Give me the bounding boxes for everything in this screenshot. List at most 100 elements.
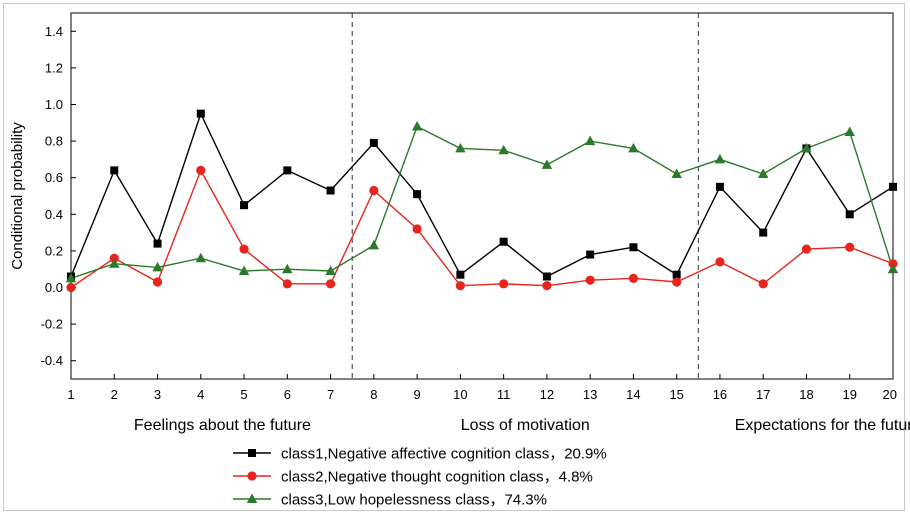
series-2-point [801,244,812,254]
series-2-point [152,277,163,287]
series-1-point [672,270,681,279]
series-1-point [629,243,638,252]
series-1-point [240,201,249,210]
series-2-point [325,279,336,289]
series-1-point [369,138,378,147]
series-2-point [499,279,509,289]
y-tick-label: -0.4 [41,353,63,368]
series-3-point [238,265,250,276]
series-1-point [542,272,551,281]
x-tick-label: 7 [327,387,334,402]
series-2-point [66,282,76,293]
y-tick-label: -0.2 [41,317,63,332]
series-2-point [672,277,682,287]
series-2-point [542,281,552,291]
series-2-point [239,244,249,254]
x-tick-label: 14 [626,387,640,402]
series-2-point [715,257,725,267]
series-1-point [845,210,854,219]
series-3-point [65,272,77,283]
series-1-point [153,239,162,248]
series-2-point [758,279,768,289]
legend-entry-3: class3,Low hopelessness class，74.3% [281,492,547,509]
series-3-point [325,265,336,276]
legend-marker-3 [246,493,258,503]
y-tick-label: 0.8 [45,134,63,149]
x-tick-label: 12 [540,387,554,402]
series-2-point [845,242,855,252]
series-2-point [282,279,292,289]
x-tick-label: 19 [843,387,857,402]
y-tick-label: 0.6 [45,170,63,185]
x-tick-label: 17 [756,387,770,402]
series-3-point [368,239,380,250]
y-tick-label: 0.2 [45,243,63,258]
chart-frame [3,3,905,511]
series-3-point [584,135,596,146]
series-3-point [455,142,466,153]
series-3-point [282,263,293,274]
series-1-point [759,228,768,237]
x-tick-label: 5 [240,387,247,402]
legend-marker-2 [247,471,257,481]
x-tick-label: 9 [413,387,420,402]
series-1-line [70,111,894,278]
series-2-point [196,165,206,175]
series-1-point [326,186,335,195]
series-1-point [715,182,724,191]
group-label: Expectations for the future [735,417,910,434]
x-tick-label: 15 [669,387,683,402]
x-tick-label: 8 [370,387,377,402]
legend-marker-1 [248,449,256,457]
legend-entry-1: class1,Negative affective cognition clas… [281,446,607,463]
y-tick-label: 1.2 [45,60,63,75]
series-3-point [758,168,769,179]
series-2-point [369,185,379,196]
x-tick-label: 4 [197,387,204,402]
series-3-point [801,142,812,153]
x-tick-label: 20 [883,387,897,402]
series-3-point [541,159,553,169]
x-tick-label: 3 [154,387,161,402]
series-3-point [887,263,899,274]
series-3-point [195,252,206,263]
series-1-point [889,182,897,191]
series-1-point [413,190,422,199]
series-2-point [585,275,595,285]
x-tick-label: 2 [111,387,118,402]
x-tick-label: 13 [583,387,597,402]
series-3-point [844,126,855,136]
legend-entry-2: class2,Negative thought cognition class，… [281,469,593,486]
series-3-point [152,261,163,272]
series-1-point [586,250,595,259]
series-3-point [628,142,639,153]
series-1-point [110,166,119,175]
y-tick-label: 1.0 [45,97,63,112]
x-tick-label: 16 [713,387,727,402]
series-3-point [109,258,120,268]
series-2-point [412,224,422,234]
series-2-point [628,273,639,283]
y-axis-label: Conditional probability [9,122,26,270]
group-label: Feelings about the future [134,417,311,434]
series-1-point [283,166,292,175]
x-tick-label: 1 [67,387,74,402]
series-2-line [70,168,894,289]
series-3-point [411,120,423,131]
series-3-point [498,144,509,155]
y-tick-label: 1.4 [45,24,63,39]
series-2-point [455,281,465,291]
series-1-point [456,270,465,279]
x-tick-label: 18 [799,387,813,402]
x-tick-label: 11 [497,387,511,402]
x-tick-label: 10 [453,387,467,402]
series-3-point [714,153,726,164]
series-3-line [70,125,894,279]
series-1-point [196,109,205,118]
y-tick-label: 0.0 [45,280,63,295]
plot-area [70,12,894,380]
y-tick-label: 0.4 [45,207,63,222]
series-1-point [499,237,508,246]
group-label: Loss of motivation [461,417,590,434]
